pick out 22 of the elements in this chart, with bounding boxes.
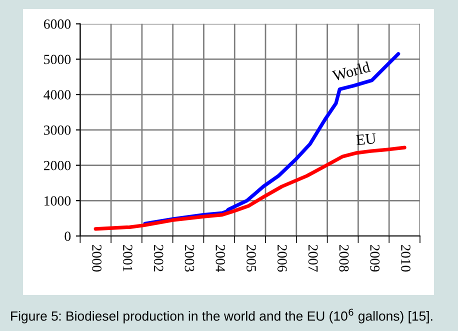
x-tick-label: 2005 [246, 244, 256, 272]
y-tick-label: 6000 [44, 19, 71, 29]
caption: Figure 5: Biodiesel production in the world and the EU (10$^{6}$ gallons) [15]. [11, 308, 432, 324]
text: World [332, 61, 371, 82]
y-tick-label: 0 [64, 232, 71, 241]
x-tick-label: 2000 [92, 244, 102, 272]
series-label: EU [356, 133, 376, 146]
x-tick-label: 2004 [216, 244, 226, 272]
line-series [94, 146, 406, 231]
y-tick-label: 3000 [44, 126, 71, 135]
x-tick-label: 2007 [308, 244, 318, 272]
x-tick-label: 2009 [370, 244, 380, 272]
x-tick-label: 2008 [339, 244, 349, 272]
y-tick-label: 4000 [44, 90, 71, 100]
x-tick-label: 2010 [401, 244, 410, 272]
x-tick-label: 2001 [123, 244, 132, 272]
y-tick-label: 1000 [44, 196, 71, 206]
x-tick-label: 2002 [154, 244, 164, 272]
y-tick-label: 2000 [44, 160, 71, 170]
x-tick-label: 2003 [184, 244, 194, 272]
x-tick-label: 2006 [277, 244, 287, 272]
y-tick-label: 5000 [44, 54, 71, 64]
